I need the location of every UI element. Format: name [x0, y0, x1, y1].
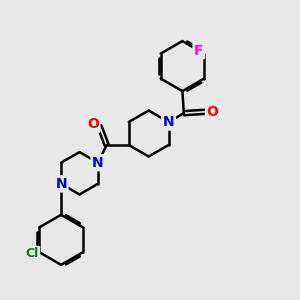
Text: F: F — [194, 44, 203, 58]
Text: N: N — [163, 115, 174, 129]
Text: O: O — [206, 105, 218, 119]
Text: O: O — [87, 117, 99, 131]
Text: N: N — [92, 156, 104, 170]
Text: N: N — [55, 177, 67, 191]
Text: Cl: Cl — [26, 247, 39, 260]
